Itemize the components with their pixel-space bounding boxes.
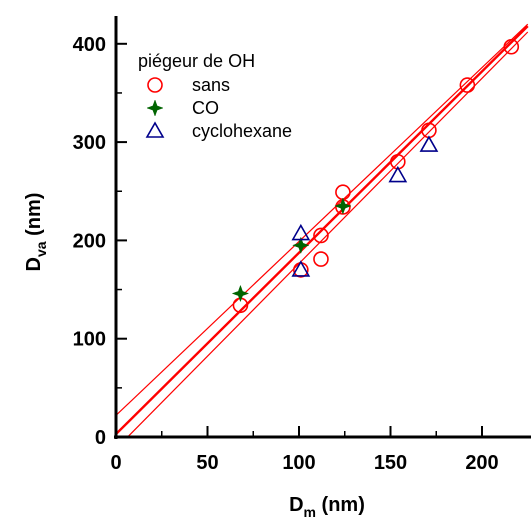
y-tick-label: 300 (73, 132, 106, 154)
fit-band-lower (126, 31, 529, 437)
data-points (231, 38, 520, 314)
legend: piégeur de OH sans CO cyclohexane (138, 51, 292, 141)
x-axis-title-unit: (nm) (316, 494, 365, 516)
x-tick-label: 50 (196, 452, 218, 474)
y-axis-title: Dva (nm) (23, 193, 49, 272)
point-star (292, 236, 310, 255)
point-star (334, 197, 352, 215)
axes (114, 16, 531, 439)
point-triangle (291, 223, 311, 241)
legend-marker-circle (147, 77, 163, 93)
x-axis-title: Dm (nm) (289, 494, 365, 518)
ticks: 0 50 100 150 200 0 100 200 300 400 (73, 34, 499, 474)
y-tick-label: 0 (95, 427, 106, 449)
legend-marker-triangle (145, 121, 165, 138)
point-circle (503, 38, 520, 55)
point-triangle (388, 165, 408, 183)
legend-label: CO (192, 98, 219, 118)
point-circle (313, 251, 329, 267)
y-tick-label: 200 (73, 230, 106, 252)
fit-lines (116, 23, 529, 437)
x-tick-label: 0 (110, 452, 121, 474)
y-axis-title-unit: (nm) (23, 193, 45, 242)
legend-marker-star (146, 99, 164, 117)
point-star (231, 284, 250, 303)
point-circle (313, 227, 329, 244)
x-tick-label: 150 (374, 452, 407, 474)
y-tick-label: 400 (73, 34, 106, 56)
legend-label: sans (192, 75, 230, 95)
point-circle (335, 184, 351, 201)
fit-band-upper (116, 23, 529, 416)
x-tick-label: 200 (465, 452, 498, 474)
point-circle (459, 77, 476, 93)
fit-line (116, 25, 529, 435)
point-triangle (291, 260, 311, 277)
x-axis-title-main: D (289, 494, 303, 516)
y-axis-title-sub: va (33, 241, 49, 257)
y-tick-label: 100 (73, 329, 106, 351)
legend-title: piégeur de OH (138, 51, 255, 71)
x-tick-label: 100 (282, 452, 315, 474)
x-axis-title-sub: m (304, 504, 316, 518)
point-triangle (419, 135, 439, 152)
legend-label: cyclohexane (192, 121, 292, 141)
y-axis-title-main: D (23, 257, 45, 271)
